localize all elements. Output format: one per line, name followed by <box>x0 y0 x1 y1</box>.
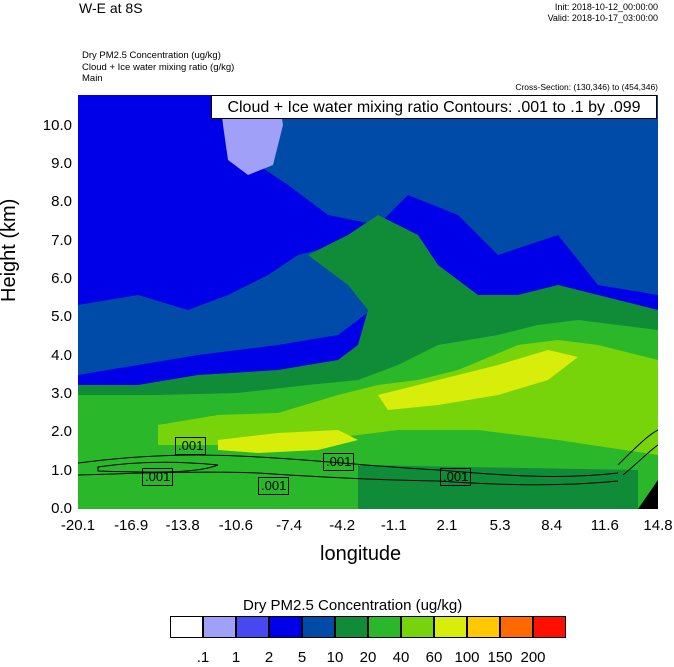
colorbar-level-label: 200 <box>520 649 546 666</box>
cross-section-label: Cross-Section: (130,346) to (454,346) <box>515 82 658 92</box>
x-tick-label: -10.6 <box>218 517 253 534</box>
x-tick-label: -1.1 <box>380 517 407 534</box>
x-tick-label: -7.4 <box>276 517 302 534</box>
y-tick-label: 10.0 <box>42 116 72 134</box>
y-tick-label: 3.0 <box>51 385 72 402</box>
x-tick-label: -16.9 <box>114 517 149 534</box>
colorbar-level-label: 10 <box>326 649 344 666</box>
contour-label: .001 <box>323 453 355 471</box>
valid-time: Valid: 2018-10-17_03:00:00 <box>547 13 658 23</box>
colorbar-level-label: 150 <box>487 649 513 666</box>
colorbar-level-label: 20 <box>359 649 377 666</box>
colorbar-level-label: 100 <box>454 649 480 666</box>
x-tick-label: 5.3 <box>489 517 511 534</box>
field-line-pm25: Dry PM2.5 Concentration (ug/kg) <box>82 50 221 61</box>
colorbar-title: Dry PM2.5 Concentration (ug/kg) <box>243 597 463 614</box>
colorbar-swatch <box>236 616 269 638</box>
chart-title: W-E at 8S <box>79 0 143 16</box>
x-tick-label: 2.1 <box>436 517 458 534</box>
field-line-cloud: Cloud + Ice water mixing ratio (g/kg) <box>82 62 235 73</box>
field-line-main: Main <box>82 73 103 84</box>
y-tick-label: 5.0 <box>51 308 72 326</box>
x-tick-label: -20.1 <box>60 517 96 534</box>
y-tick-label: 9.0 <box>51 155 72 172</box>
x-tick-label: 14.8 <box>643 517 673 534</box>
x-tick-label: -13.8 <box>165 517 200 534</box>
contour-label: .001 <box>440 468 472 486</box>
y-tick-label: 0.0 <box>51 500 72 517</box>
colorbar-level-label: 60 <box>425 649 443 666</box>
colorbar-swatch <box>434 616 467 638</box>
y-tick-label: 6.0 <box>51 270 72 287</box>
y-tick-label: 2.0 <box>51 423 72 441</box>
colorbar-swatch <box>302 616 335 638</box>
y-tick-label: 7.0 <box>51 231 72 249</box>
colorbar-swatch <box>368 616 401 638</box>
y-tick-label: 4.0 <box>51 346 72 364</box>
contour-label: .001 <box>258 477 290 495</box>
colorbar-level-label: 5 <box>297 649 307 666</box>
y-tick-label: 8.0 <box>51 193 72 211</box>
contour-label: .001 <box>175 437 207 455</box>
colorbar-level-label: .1 <box>196 649 210 666</box>
colorbar-swatch <box>335 616 368 638</box>
contour-label: .001 <box>142 468 174 486</box>
x-tick-label: -4.2 <box>329 517 356 534</box>
x-tick-label: 11.6 <box>590 517 619 534</box>
x-tick-label: 8.4 <box>541 517 563 534</box>
colorbar-level-label: 1 <box>231 649 241 666</box>
y-tick-label: 1.0 <box>51 461 72 479</box>
colorbar-swatch <box>269 616 302 638</box>
contour-note: Cloud + Ice water mixing ratio Contours:… <box>211 95 657 119</box>
colorbar-level-label: 2 <box>264 649 274 666</box>
colorbar-swatch <box>467 616 500 638</box>
colorbar-level-label: 40 <box>392 649 410 666</box>
y-axis-label: Height (km) <box>0 198 20 302</box>
colorbar-swatch <box>203 616 236 638</box>
x-axis-label: longitude <box>320 543 402 565</box>
plot-area <box>77 95 659 509</box>
colorbar-swatch <box>533 616 566 638</box>
colorbar-swatch <box>401 616 434 638</box>
colorbar-swatch <box>170 616 203 638</box>
colorbar-swatch <box>500 616 533 638</box>
heatmap-svg <box>77 95 659 509</box>
init-time: Init: 2018-10-12_00:00:00 <box>554 2 658 12</box>
